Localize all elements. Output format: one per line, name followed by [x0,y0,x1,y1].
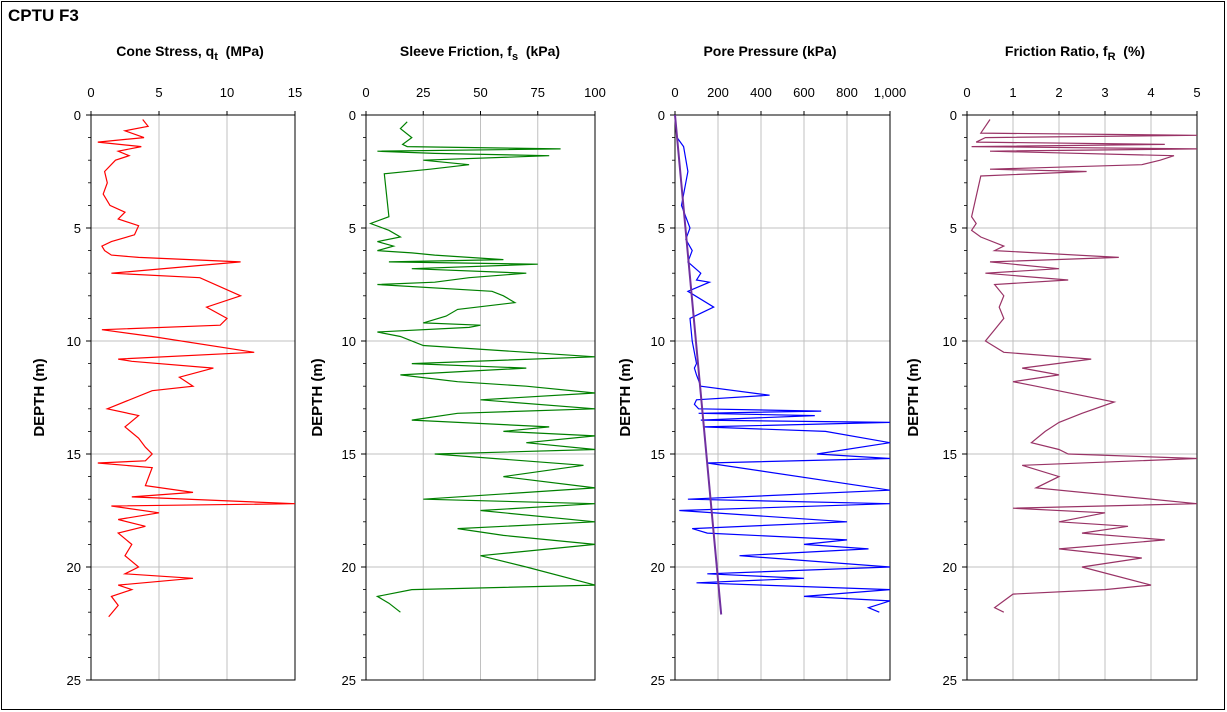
x-tick-label: 25 [416,85,430,100]
x-tick-label: 0 [671,85,678,100]
x-tick-label: 0 [362,85,369,100]
chart-panel-4: Friction Ratio, fR (%) 0 1 2 3 4 5 0 5 10 15 20 25 DE… [905,43,1201,688]
y-tick-label: 20 [342,560,356,575]
chart-panel-3: Pore Pressure (kPa) 0 200 400 600 800 1,000 0 5 1… [617,43,906,688]
y-tick-label: 25 [67,673,81,688]
y-tick-label: 25 [651,673,665,688]
plot-border [365,114,596,681]
series-line-1 [970,119,1198,613]
y-tick-label: 0 [349,108,356,123]
chart-title: Sleeve Friction, fs (kPa) [400,43,560,63]
y-tick-label: 5 [349,221,356,236]
x-tick-label: 15 [288,85,302,100]
y-tick-label: 20 [943,560,957,575]
plot-border [966,114,1198,681]
y-axis-label: DEPTH (m) [31,358,48,436]
plot-border [90,114,296,681]
y-axis-label: DEPTH (m) [309,358,326,436]
y-tick-label: 0 [658,108,665,123]
x-tick-label: 100 [584,85,606,100]
x-tick-label: 400 [750,85,772,100]
x-tick-label: 75 [531,85,545,100]
y-tick-label: 10 [943,334,957,349]
page-title: CPTU F3 [8,6,79,25]
x-tick-label: 5 [1193,85,1200,100]
x-tick-label: 200 [707,85,729,100]
series-line-1 [368,121,596,613]
x-tick-label: 600 [793,85,815,100]
chart-title: Friction Ratio, fR (%) [1005,43,1145,63]
series-line-u0 [674,114,723,615]
plot-area [675,115,890,680]
y-tick-label: 5 [74,221,81,236]
y-tick-label: 0 [950,108,957,123]
y-tick-label: 10 [651,334,665,349]
y-tick-label: 10 [342,334,356,349]
y-axis-label: DEPTH (m) [905,358,922,436]
y-tick-label: 15 [342,447,356,462]
y-tick-label: 15 [67,447,81,462]
y-tick-label: 10 [67,334,81,349]
x-tick-label: 1,000 [874,85,907,100]
x-tick-label: 2 [1055,85,1062,100]
y-tick-label: 25 [342,673,356,688]
y-tick-label: 20 [67,560,81,575]
x-tick-label: 800 [836,85,858,100]
y-tick-label: 25 [943,673,957,688]
y-tick-label: 15 [943,447,957,462]
chart-title: Pore Pressure (kPa) [703,43,836,59]
x-tick-label: 1 [1009,85,1016,100]
x-tick-label: 4 [1147,85,1154,100]
y-tick-label: 0 [74,108,81,123]
chart-panel-1: Cone Stress, qt (MPa) 0 5 10 15 0 5 10 15 20 25 DEP… [31,43,302,688]
x-tick-label: 10 [220,85,234,100]
series-line-u2 [674,114,891,613]
x-tick-label: 50 [473,85,487,100]
chart-title: Cone Stress, qt (MPa) [116,43,264,63]
series-line-1 [97,119,296,618]
x-tick-label: 3 [1101,85,1108,100]
plot-area [967,115,1197,680]
y-axis-label: DEPTH (m) [617,358,634,436]
y-tick-label: 20 [651,560,665,575]
x-tick-label: 5 [155,85,162,100]
plot-border [674,114,891,681]
chart-panel-2: Sleeve Friction, fs (kPa) 0 25 50 75 100 0 5 10 1… [309,43,606,688]
y-tick-label: 5 [658,221,665,236]
plot-area [91,115,295,680]
x-tick-label: 0 [963,85,970,100]
y-tick-label: 5 [950,221,957,236]
x-tick-label: 0 [87,85,94,100]
y-tick-label: 15 [651,447,665,462]
